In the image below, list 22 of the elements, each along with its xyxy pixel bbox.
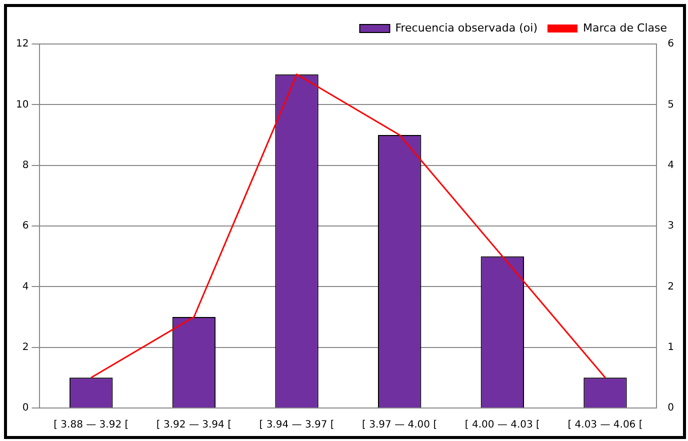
y2-tick-label: 1	[668, 342, 674, 353]
y2-tick-label: 0	[668, 402, 674, 414]
legend-label: Frecuencia observada (oi)	[395, 21, 538, 34]
y-tick-label: 12	[16, 38, 29, 50]
y2-tick-label: 4	[668, 160, 674, 171]
y2-tick-label: 3	[668, 220, 674, 232]
x-tick-label: [ 4.03 — 4.06 [	[568, 420, 643, 431]
x-tick-label: [ 3.97 — 4.00 [	[362, 420, 438, 431]
x-tick-label: [ 3.92 — 3.94 [	[156, 420, 232, 431]
y2-tick-label: 6	[668, 38, 674, 50]
y-tick-label: 4	[22, 281, 29, 292]
x-tick-label: [ 3.94 — 3.97 [	[259, 420, 334, 431]
y-tick-label: 8	[22, 160, 29, 171]
y-tick-label: 6	[22, 220, 29, 232]
y2-tick-label: 2	[668, 281, 674, 292]
x-tick-label: [ 3.88 — 3.92 [	[54, 420, 129, 431]
y2-tick-label: 5	[668, 99, 674, 110]
y-tick-label: 2	[22, 342, 29, 353]
x-tick-label: [ 4.00 — 4.03 [	[464, 420, 540, 431]
legend-label: Marca de Clase	[582, 21, 668, 34]
y-tick-label: 10	[16, 99, 29, 110]
y-tick-label: 0	[22, 402, 29, 414]
